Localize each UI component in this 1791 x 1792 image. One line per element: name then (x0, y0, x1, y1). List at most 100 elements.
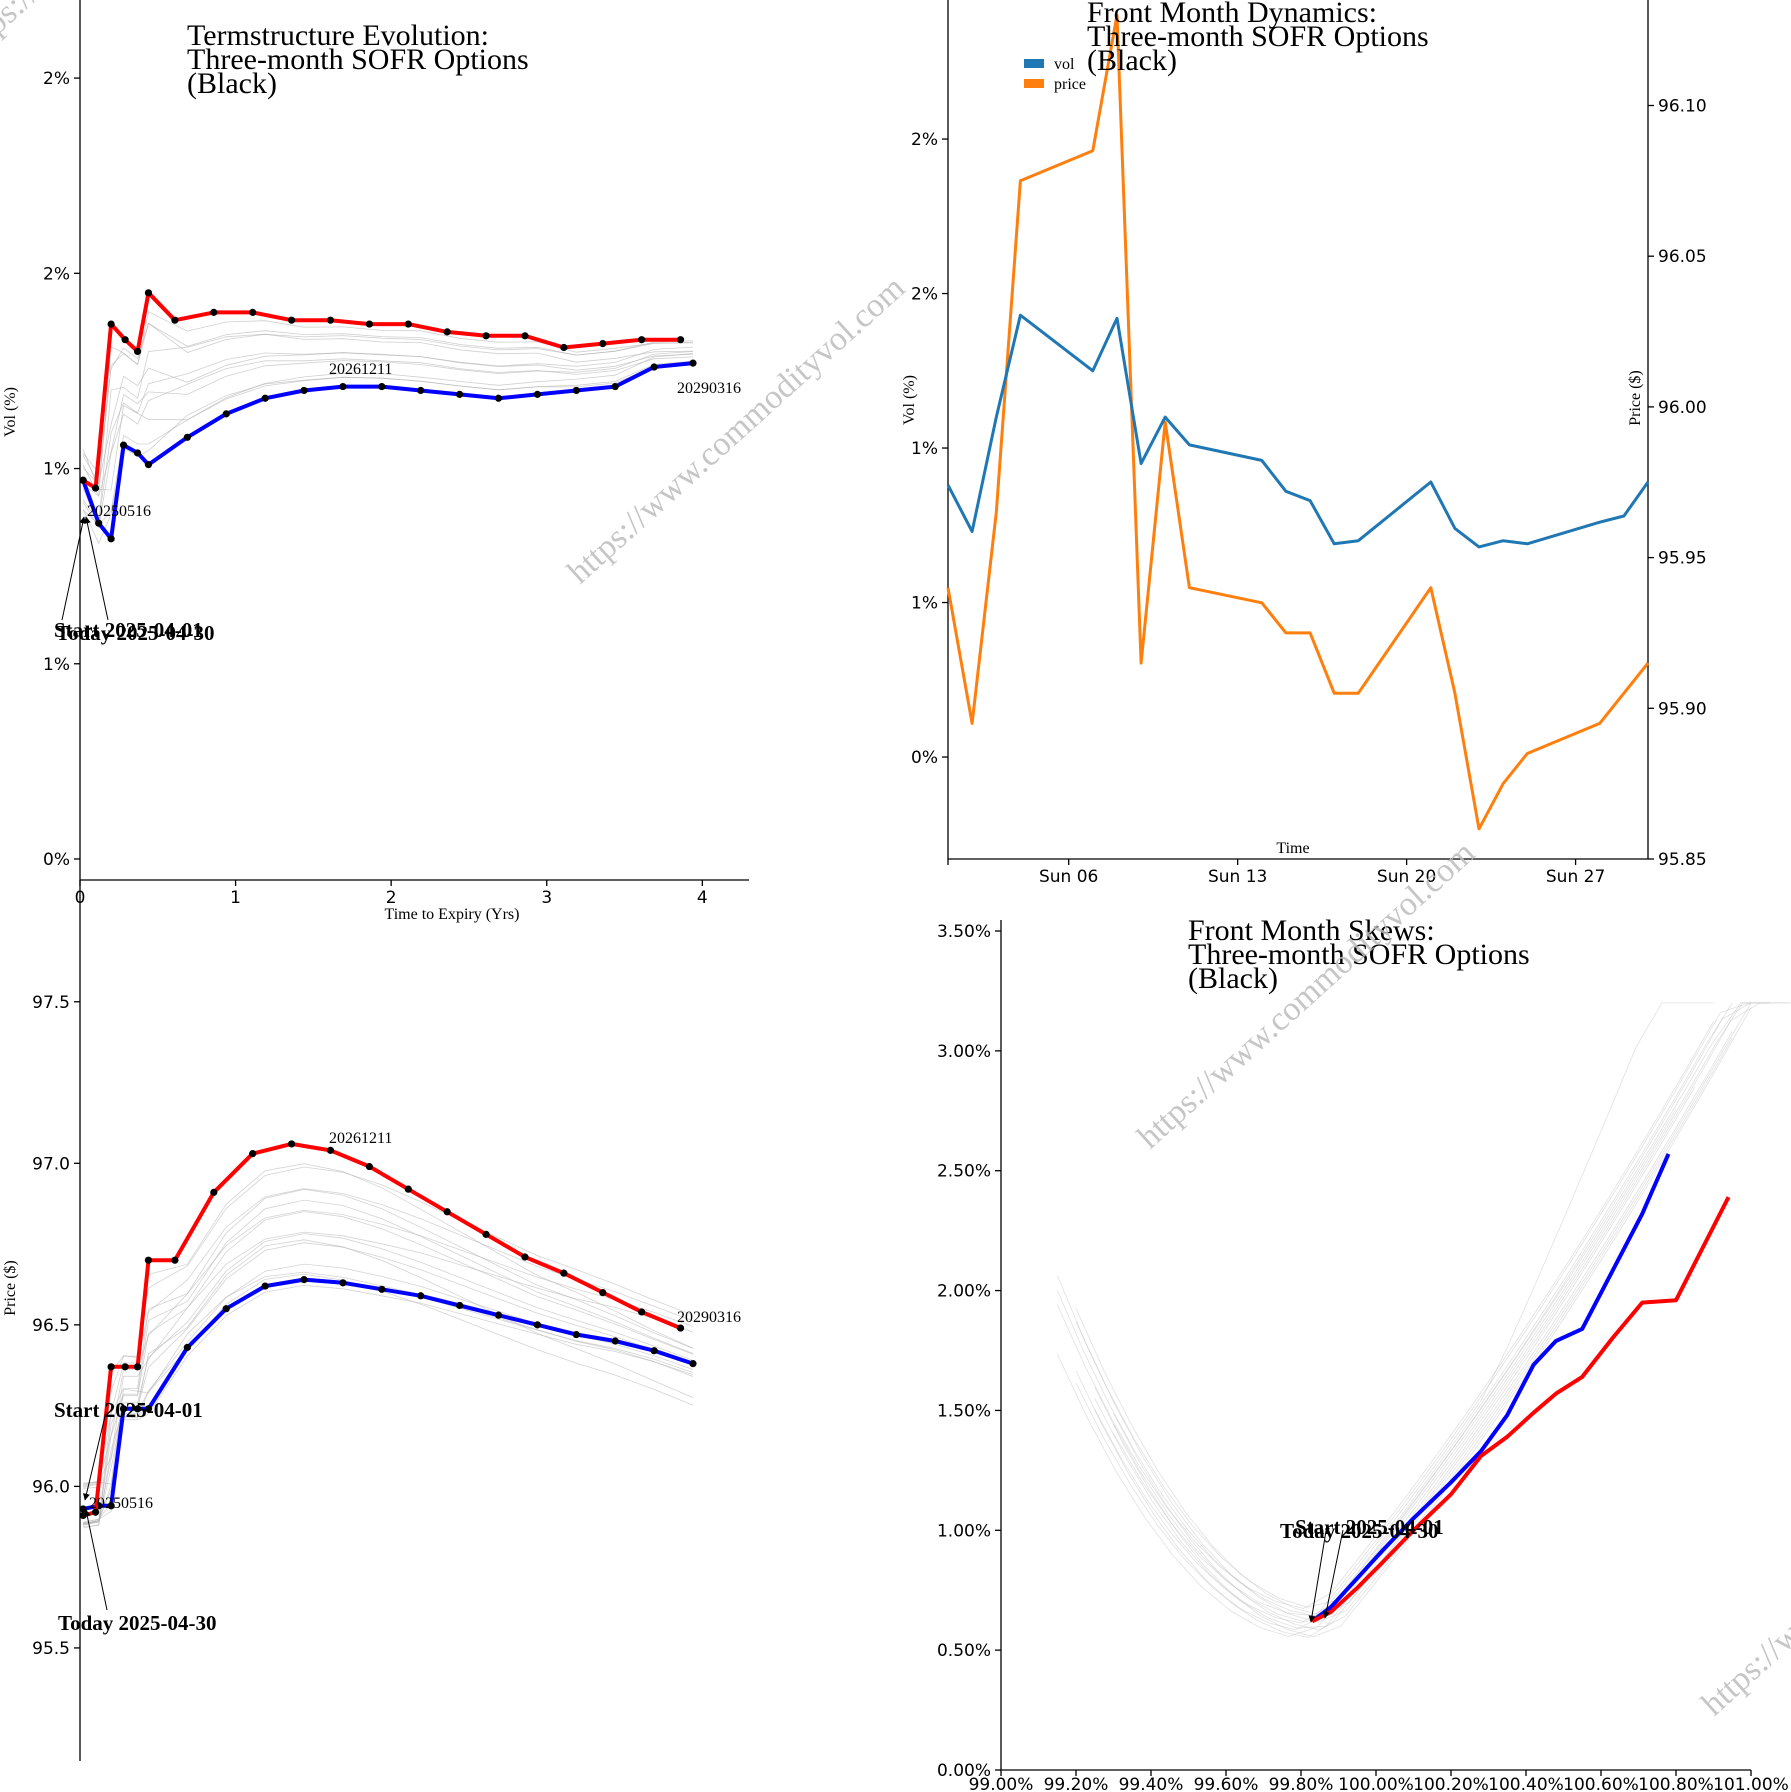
history-curve (1075, 1002, 1770, 1608)
x-tick-label: 3 (541, 888, 552, 908)
history-curve (83, 1188, 694, 1526)
history-curve (83, 1211, 694, 1525)
data-point (79, 1511, 87, 1520)
data-point (638, 336, 646, 344)
data-point (171, 316, 179, 324)
y-tick-label: 1.50% (937, 1401, 991, 1421)
data-point (689, 359, 697, 367)
y-tick-label: 2% (911, 285, 938, 305)
data-point (121, 336, 129, 344)
data-point (144, 1405, 153, 1413)
data-point (287, 316, 296, 324)
history-curve (1094, 1002, 1789, 1629)
y-tick-label: 2.00% (937, 1282, 991, 1302)
x-tick-label: Sun 13 (1208, 867, 1267, 887)
chart-title-line-2: Three-month SOFR Options (1188, 938, 1530, 971)
history-curve (83, 1242, 694, 1526)
x-tick-label: 99.00% (969, 1775, 1034, 1792)
history-curve (1113, 1002, 1770, 1623)
label-last-expiry: 20290316 (677, 380, 741, 397)
x-axis-label: Time to Expiry (Yrs) (385, 906, 520, 923)
history-curve (1056, 1021, 1714, 1609)
data-point (79, 1505, 87, 1513)
data-point (339, 1279, 347, 1287)
y-tick-label: 1% (43, 655, 70, 675)
chart-title-line-2: Three-month SOFR Options (187, 43, 529, 76)
y-tick-label: 1% (911, 439, 938, 459)
data-point (560, 343, 568, 352)
y-tick-label: 0.00% (937, 1761, 991, 1781)
history-curve (1075, 1031, 1733, 1616)
watermark-3: https://www.commodityvol.com (1695, 1401, 1791, 1723)
front-month-skews-chart: 0.00% 0.50% 1.00% 1.50% 2.00% 2.50% 3.00% 3.50%… (937, 914, 1791, 1792)
data-point (494, 394, 503, 402)
data-point (249, 308, 257, 316)
data-point (107, 1363, 115, 1371)
history-curve (83, 1284, 694, 1523)
today-label: Today 2025-04-30 (58, 1611, 217, 1635)
history-curve (82, 333, 694, 525)
data-point (121, 1363, 129, 1371)
y-tick-label: 1% (911, 594, 938, 614)
history-curve (83, 1271, 694, 1485)
history-curve (83, 1263, 694, 1525)
data-point (91, 484, 100, 492)
start-arrow (83, 1411, 107, 1501)
x-tick-label: 100.20% (1413, 1775, 1489, 1792)
data-point (676, 1324, 685, 1332)
y-tick-label: 3.00% (937, 1042, 991, 1062)
data-point (521, 1253, 529, 1261)
data-point (261, 394, 269, 402)
data-point (144, 461, 153, 469)
history-curve (1075, 1086, 1696, 1638)
data-point (326, 1146, 335, 1154)
series-start-line (1310, 1153, 1671, 1623)
data-point (261, 1282, 269, 1290)
chart-title-line-3: (Black) (1188, 962, 1278, 995)
series-start-line (82, 1277, 694, 1511)
y2-tick-label: 95.85 (1658, 850, 1707, 870)
data-point (326, 316, 335, 324)
history-curve (82, 364, 694, 545)
data-point (144, 289, 153, 297)
series-vol-line (946, 313, 1650, 549)
history-curve (1113, 1002, 1791, 1617)
history-curve (1056, 1002, 1752, 1637)
data-point (119, 441, 128, 449)
x-tick-label: 2 (386, 888, 397, 908)
x-tick-label: 99.80% (1269, 1775, 1334, 1792)
series-price-line (946, 13, 1650, 831)
data-point (404, 1185, 412, 1193)
data-point (210, 308, 218, 316)
x-tick-label: 100.40% (1488, 1775, 1564, 1792)
history-curve (82, 356, 694, 529)
start-label: Start 2025-04-01 (54, 618, 203, 642)
history-curve (82, 351, 694, 498)
y-tick-label: 0% (43, 850, 70, 870)
data-point (365, 1162, 373, 1171)
legend-vol-swatch (1024, 59, 1044, 68)
history-curve (83, 1199, 694, 1529)
data-point (249, 1150, 257, 1158)
x-tick-label: 100.60% (1563, 1775, 1639, 1792)
front-month-dynamics-chart: 0% 1% 1% 2% 2% 95.85 95.90 95.95 96.00 96.05 96.10… (901, 0, 1707, 887)
start-label: Start 2025-04-01 (1295, 1515, 1444, 1539)
data-point (210, 1188, 218, 1196)
watermark-1: https://www.commodityvol.com (561, 269, 913, 591)
legend-price-swatch (1024, 79, 1044, 88)
axes: 0% 1% 1% 2% 2% 95.85 95.90 95.95 96.00 96.05 96.10… (911, 0, 1707, 887)
chart-title-line-1: Front Month Skews: (1188, 914, 1435, 947)
axes: 95.5 96.0 96.5 97.0 97.5 (32, 880, 81, 1761)
x-tick-label: 1 (230, 888, 241, 908)
label-mid-expiry: 20261211 (329, 1130, 392, 1147)
history-curve (82, 311, 694, 497)
y-axis-label: Vol (%) (2, 387, 19, 437)
start-arrow (61, 516, 87, 621)
x-axis-label: Time (1276, 840, 1309, 857)
data-point (482, 1230, 490, 1238)
data-point (133, 347, 142, 356)
data-point (521, 332, 529, 340)
legend-price-label: price (1054, 76, 1086, 93)
history-curve (83, 1163, 694, 1489)
